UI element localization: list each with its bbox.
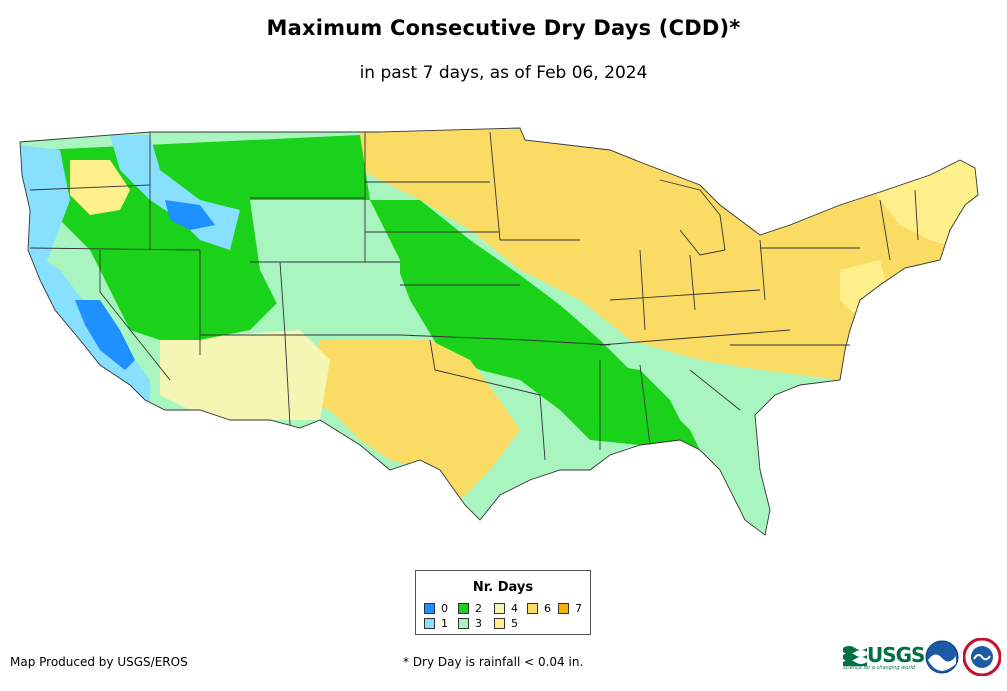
border-il-in (639, 249, 646, 331)
region-2-days-south (580, 360, 690, 445)
border-la (539, 394, 546, 461)
usgs-logo: USGS science for a changing world (843, 643, 925, 671)
noaa-logo-icon (925, 640, 959, 674)
legend-item-5: 5 (494, 617, 518, 630)
legend-swatch-1 (424, 618, 435, 629)
map-subtitle: in past 7 days, as of Feb 06, 2024 (359, 63, 648, 83)
legend-label-5: 5 (511, 617, 518, 630)
border-ky-oh (609, 289, 761, 301)
border-oh-pa (759, 239, 766, 301)
legend-item-6: 6 (527, 602, 551, 615)
nws-logo-icon (963, 638, 1001, 676)
border-tn-ky (599, 329, 791, 346)
legend-item-2: 2 (458, 602, 482, 615)
legend-label-7: 7 (575, 602, 582, 615)
border-az-nm (284, 334, 291, 426)
legend-label-1: 1 (441, 617, 448, 630)
legend-item-4: 4 (494, 602, 518, 615)
map-credit: Map Produced by USGS/EROS (10, 655, 188, 669)
border-ut-co (279, 261, 286, 336)
legend-swatch-4 (494, 603, 505, 614)
legend-label-2: 2 (475, 602, 482, 615)
border-great-lakes-mi (659, 179, 726, 256)
legend-swatch-0 (424, 603, 435, 614)
cdd-regions (20, 128, 978, 535)
legend-label-4: 4 (511, 602, 518, 615)
border-new-england (879, 199, 891, 261)
usgs-tagline: science for a changing world (843, 665, 915, 671)
border-in-oh (689, 254, 696, 311)
legend-label-6: 6 (544, 602, 551, 615)
border-wa-or (29, 184, 151, 191)
border-ca-nv (99, 250, 171, 381)
usgs-wave-icon (843, 646, 867, 666)
border-mo-ar (524, 339, 611, 346)
border-or-ca-nv (29, 247, 201, 251)
border-ga-sc (689, 369, 741, 411)
region-6-days-southwest (300, 340, 520, 500)
border-ks-ok (399, 334, 526, 341)
legend-label-3: 3 (475, 617, 482, 630)
legend-swatch-3 (458, 618, 469, 629)
map-title: Maximum Consecutive Dry Days (CDD)* (266, 16, 741, 40)
legend-item-3: 3 (458, 617, 482, 630)
legend-swatch-6 (527, 603, 538, 614)
region-4-days-southwest (160, 330, 330, 420)
usgs-logo-text: USGS (867, 643, 925, 667)
region-3-days-southeast (690, 380, 800, 535)
legend-title: Nr. Days (472, 580, 534, 595)
border-ok-tx (429, 339, 541, 396)
legend-swatch-7 (558, 603, 569, 614)
legend-swatch-2 (458, 603, 469, 614)
legend-item-7: 7 (558, 602, 582, 615)
state-borders (19, 127, 979, 536)
region-1-day-pacific-nw (20, 145, 70, 280)
border-mn-west (489, 131, 501, 241)
border-vt-nh (914, 189, 919, 241)
border-al-ga (639, 364, 651, 446)
legend-item-1: 1 (424, 617, 448, 630)
dry-day-footnote: * Dry Day is rainfall < 0.04 in. (403, 655, 584, 669)
region-0-days-idaho (165, 200, 215, 230)
legend-item-0: 0 (424, 602, 448, 615)
legend: Nr. Days 0 1 2 3 4 5 6 7 (415, 570, 591, 635)
legend-label-0: 0 (441, 602, 448, 615)
region-3-days-rockies (250, 200, 400, 330)
legend-swatch-5 (494, 618, 505, 629)
region-0-days-california (75, 300, 135, 370)
